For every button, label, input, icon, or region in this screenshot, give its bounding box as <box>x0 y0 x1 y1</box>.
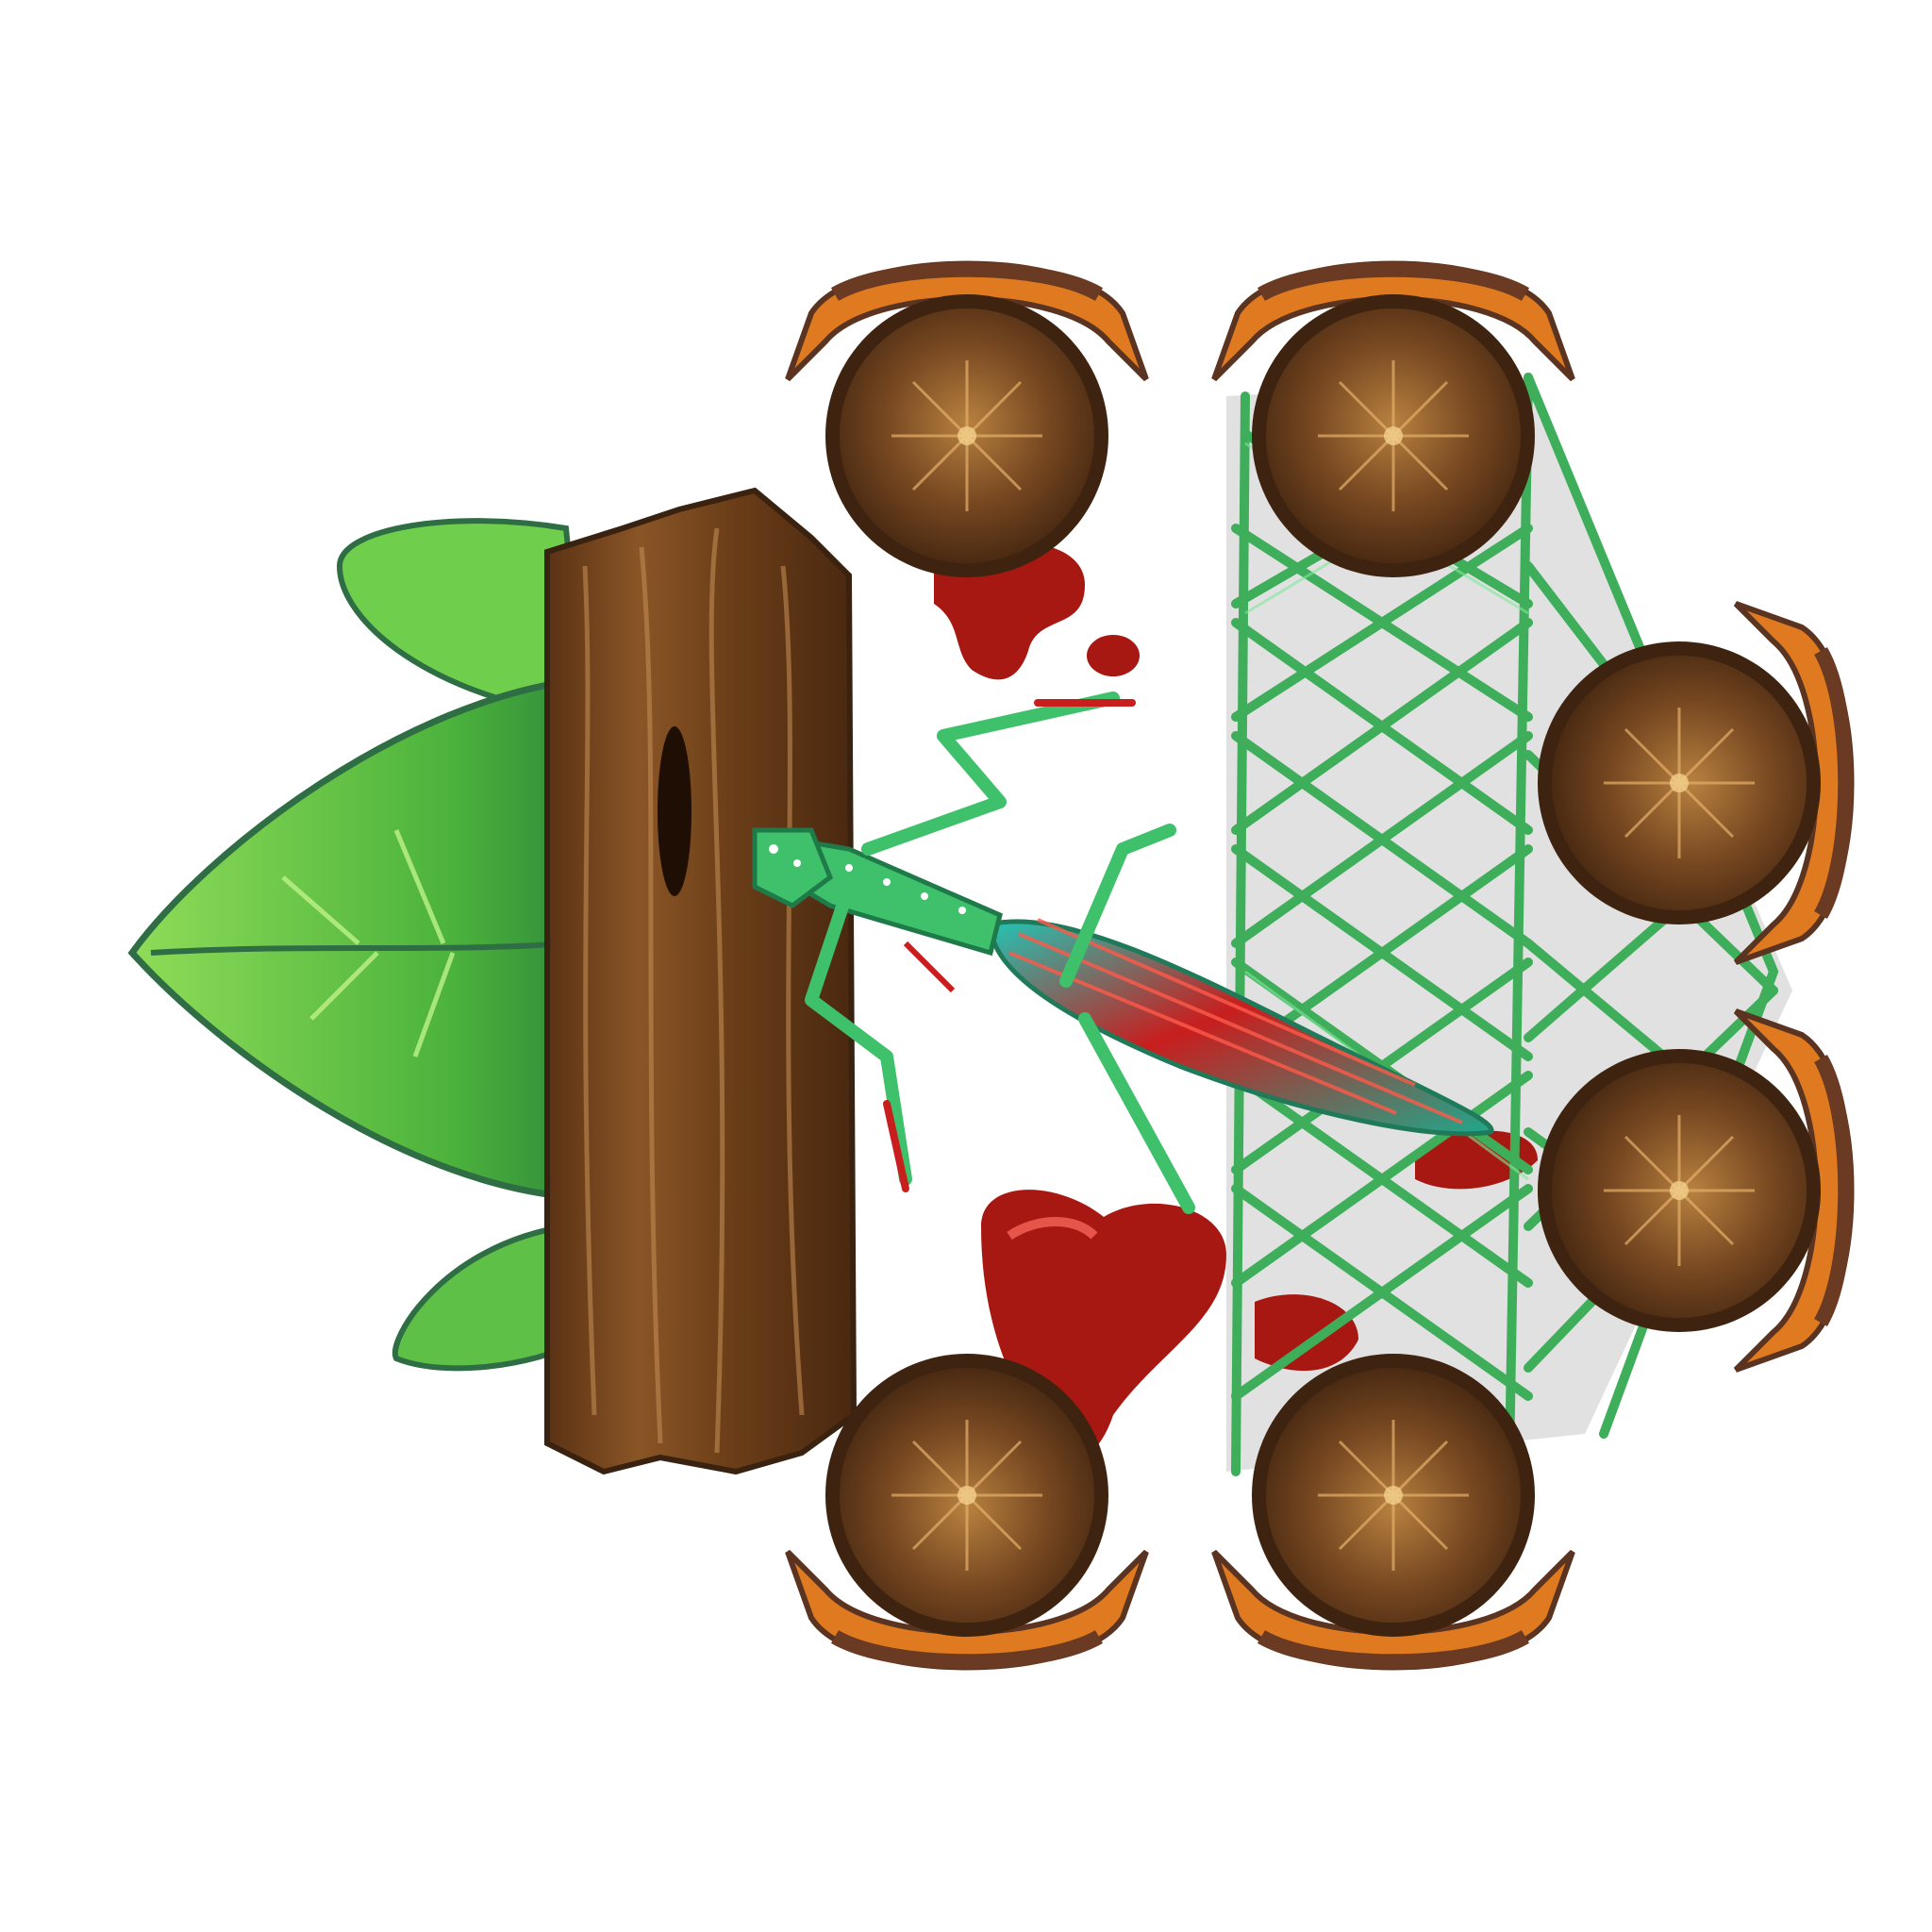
trunk-knot-hole <box>658 726 691 896</box>
leaf-cluster <box>127 518 589 1372</box>
red-puddle-drop <box>1087 635 1140 676</box>
tree-trunk <box>544 487 858 1475</box>
leaf-back-top <box>336 518 589 721</box>
red-puddle-mid <box>1255 1294 1358 1372</box>
red-puddle-right <box>1415 1130 1538 1190</box>
leaf-back-bottom <box>391 1223 589 1372</box>
seat-top-left <box>788 264 1146 578</box>
leaf-front <box>127 675 589 1202</box>
mantis <box>752 691 1494 1214</box>
